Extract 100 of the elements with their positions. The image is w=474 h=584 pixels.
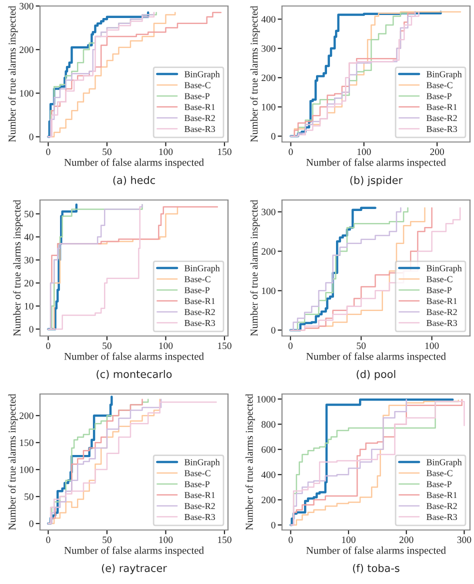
y-tick-label: 200 [20, 46, 34, 54]
text: (f) toba-s [353, 564, 400, 574]
x-tick-label: 0 [288, 148, 293, 156]
legend-label: Base-R1 [184, 104, 215, 110]
x-tick-label: 0 [46, 536, 50, 544]
legend-label: Base-R1 [184, 298, 215, 304]
x-tick-label: 50 [102, 342, 112, 350]
y-tick-label: 20 [24, 280, 34, 286]
legend-label: Base-C [426, 82, 452, 88]
y-tick-label: 200 [20, 412, 34, 420]
legend-label: Base-R2 [184, 115, 215, 122]
y-tick-label: 400 [261, 472, 276, 478]
y-tick-label: 600 [262, 446, 276, 453]
legend-label: Base-P [184, 287, 210, 294]
y-tick-label: 30 [24, 256, 34, 264]
y-tick-label: 300 [20, 2, 34, 10]
x-axis-title: Number of false alarms inspected [306, 158, 446, 168]
legend-label: Base-C [184, 276, 210, 282]
y-tick-label: 40 [24, 234, 34, 240]
x-tick-label: 100 [342, 536, 356, 544]
y-tick-label: 0 [29, 520, 34, 527]
legend-label: Base-R2 [426, 115, 457, 122]
x-tick-label: 50 [102, 148, 112, 156]
legend-label: BinGraph [426, 70, 462, 80]
x-axis-title: Number of false alarms inspected [306, 352, 446, 362]
legend-label: Base-R3 [426, 514, 458, 520]
x-tick-label: 100 [425, 342, 439, 350]
x-tick-label: 0 [288, 342, 293, 350]
x-tick-label: 0 [46, 148, 50, 156]
legend-label: Base-R1 [426, 104, 457, 110]
y-tick-label: 50 [24, 210, 34, 218]
y-tick-label: 200 [262, 74, 276, 82]
y-tick-label: 100 [20, 466, 34, 474]
y-tick-label: 100 [262, 104, 276, 110]
x-tick-label: 300 [457, 536, 472, 544]
text: (d) pool [356, 370, 396, 380]
x-tick-label: 50 [356, 342, 366, 350]
x-tick-label: 200 [400, 536, 414, 544]
x-tick-label: 100 [357, 148, 371, 156]
x-tick-label: 150 [218, 536, 232, 544]
y-tick-label: 1000 [257, 396, 276, 403]
y-tick-label: 0 [271, 133, 276, 140]
x-tick-label: 0 [46, 342, 50, 350]
legend-label: BinGraph [184, 458, 220, 468]
x-axis-title: Number of false alarms inspected [306, 546, 446, 556]
legend-label: Base-R1 [426, 492, 457, 498]
y-tick-label: 0 [29, 326, 34, 333]
y-tick-label: 150 [20, 439, 34, 446]
x-tick-label: 100 [159, 342, 173, 350]
y-tick-label: 50 [24, 493, 34, 500]
x-tick-label: 100 [159, 148, 173, 156]
x-axis-title: Number of false alarms inspected [64, 546, 204, 556]
y-tick-label: 300 [262, 45, 276, 52]
legend-label: Base-P [426, 287, 452, 294]
legend-label: Base-R2 [426, 309, 457, 316]
legend-label: Base-R3 [426, 126, 458, 132]
legend-label: Base-R2 [184, 503, 215, 510]
x-tick-label: 150 [218, 342, 232, 350]
text: (c) montecarlo [96, 370, 172, 380]
legend-label: Base-P [184, 93, 210, 100]
legend-label: Base-R2 [184, 309, 215, 316]
legend-label: Base-R3 [184, 126, 216, 132]
legend-label: Base-P [184, 481, 210, 488]
legend-label: BinGraph [184, 70, 220, 80]
x-tick-label: 0 [288, 536, 293, 544]
y-tick-label: 0 [271, 522, 276, 528]
x-tick-label: 100 [159, 536, 173, 544]
legend-label: Base-R3 [184, 514, 216, 520]
y-axis-title: Number of true alarms inspected [8, 394, 18, 530]
y-axis-title: Number of true alarms inspected [250, 6, 260, 142]
text: (a) hedc [113, 176, 155, 186]
y-axis-title: Number of true alarms inspected [250, 200, 260, 336]
y-tick-label: 0 [271, 326, 276, 334]
y-tick-label: 100 [20, 90, 34, 97]
y-axis-title: Number of true alarms inspected [8, 6, 18, 142]
legend-label: BinGraph [184, 264, 220, 274]
legend-label: Base-R1 [184, 492, 215, 498]
y-axis-title: Number of true alarms inspected [245, 394, 255, 530]
y-tick-label: 400 [261, 16, 276, 23]
legend-label: Base-R3 [184, 320, 216, 326]
legend-label: Base-C [426, 276, 452, 282]
y-tick-label: 200 [262, 248, 276, 255]
y-tick-label: 10 [24, 302, 34, 310]
text: (b) jspider [350, 176, 403, 186]
legend-label: BinGraph [426, 264, 462, 274]
y-tick-label: 200 [262, 496, 276, 504]
legend-label: Base-C [184, 82, 210, 88]
legend-label: BinGraph [426, 458, 462, 468]
legend-label: Base-R1 [426, 298, 457, 304]
y-tick-label: 300 [262, 208, 276, 216]
x-tick-label: 50 [102, 536, 112, 544]
y-axis-title: Number of true alarms inspected [13, 200, 23, 336]
text: (e) raytracer [102, 564, 167, 574]
y-tick-label: 0 [29, 134, 34, 140]
legend-label: Base-C [426, 470, 452, 476]
x-axis-title: Number of false alarms inspected [64, 158, 204, 168]
y-tick-label: 100 [262, 288, 276, 294]
y-tick-label: 800 [262, 421, 276, 428]
legend-label: Base-R3 [426, 320, 458, 326]
x-tick-label: 200 [430, 148, 444, 156]
